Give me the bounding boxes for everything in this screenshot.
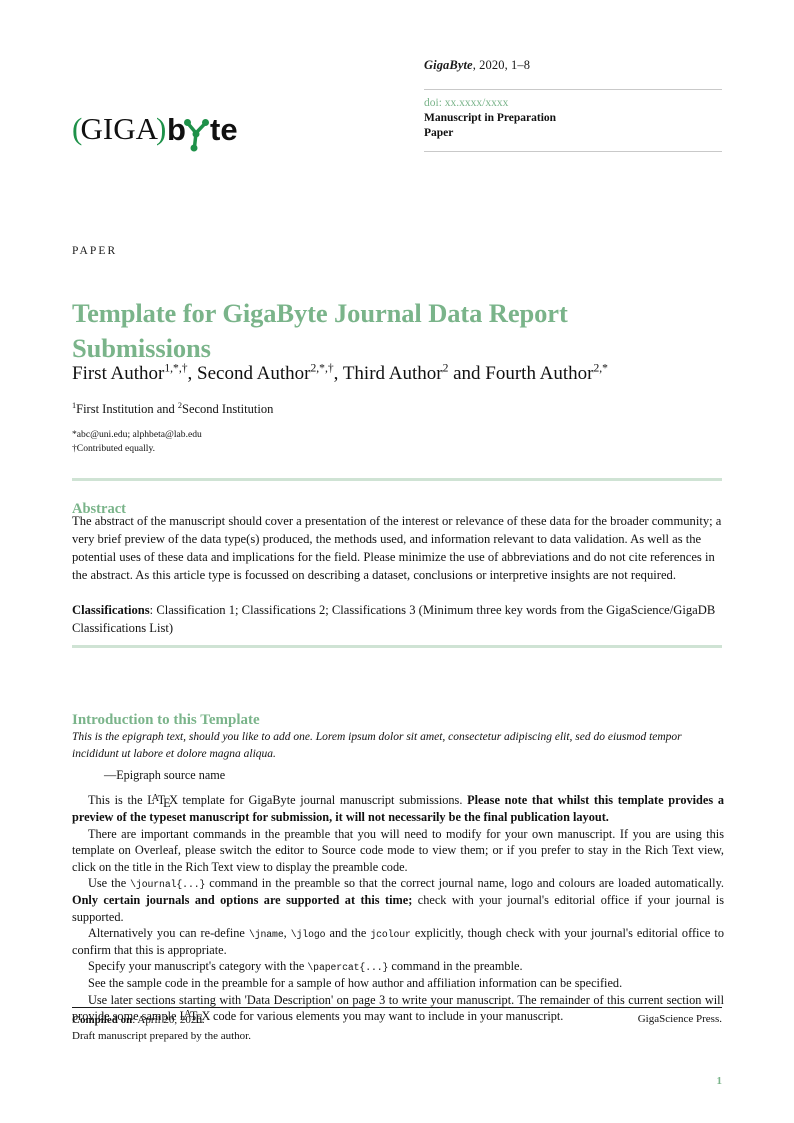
svg-text:te: te [210,112,238,147]
svg-text:): ) [156,111,166,146]
journal-name: GigaByte [424,58,473,72]
masthead-rule-bottom [424,151,722,152]
author-notes: *abc@uni.edu; alphbeta@lab.edu †Contribu… [72,428,202,456]
svg-text:b: b [167,112,186,147]
abstract-rule-bottom [72,645,722,648]
publisher-name: GigaScience Press. [637,1013,722,1025]
masthead: GigaByte, 2020, 1–8 doi: xx.xxxx/xxxx Ma… [72,58,722,168]
paper-type-kicker: PAPER [72,245,118,257]
journal-citation-line: GigaByte, 2020, 1–8 [424,58,530,73]
body-paragraph: Alternatively you can re-define \jname, … [72,926,724,957]
abstract-rule-top [72,478,722,481]
compiled-on-line: Compiled on: April 20, 2020. [72,1013,251,1029]
compiled-on-date: : April 20, 2020. [132,1014,205,1026]
body-paragraph: Use the \journal{...} command in the pre… [72,876,724,924]
equal-contribution-note: †Contributed equally. [72,442,156,454]
svg-text:(: ( [72,111,82,146]
abstract-heading: Abstract [72,501,126,518]
abstract-body: The abstract of the manuscript should co… [72,514,722,582]
doi-text[interactable]: doi: xx.xxxx/xxxx [424,97,509,109]
footer-rule [72,1007,722,1009]
svg-text:GIGA: GIGA [81,111,159,146]
page-number: 1 [716,1075,723,1087]
masthead-meta: doi: xx.xxxx/xxxx Manuscript in Preparat… [424,96,556,142]
gigabyte-logo: ( GIGA ) b te [72,108,262,154]
classifications-line: Classifications: Classification 1; Class… [72,602,732,638]
affiliation-list: 1First Institution and 2Second Instituti… [72,400,274,416]
author-list: First Author1,*,†, Second Author2,*,†, T… [72,361,608,384]
classifications-value: : Classification 1; Classifications 2; C… [72,603,716,635]
corresponding-email-note: *abc@uni.edu; alphbeta@lab.edu [72,429,202,440]
gigabyte-logo-svg: ( GIGA ) b te [72,111,238,152]
epigraph-text: This is the epigraph text, should you li… [72,731,682,760]
masthead-rule-top [424,89,722,90]
footer-left: Compiled on: April 20, 2020. Draft manus… [72,1013,251,1044]
paper-category: Paper [424,127,454,140]
compiled-on-label: Compiled on [72,1014,133,1026]
body-paragraph: Use later sections starting with 'Data D… [72,992,724,1026]
page-title: Template for GigaByte Journal Data Repor… [72,297,568,363]
epigraph-source: —Epigraph source name [104,768,226,782]
body-paragraph: Specify your manuscript's category with … [88,959,523,974]
section-body: This is the LATEX template for GigaByte … [72,792,724,1026]
journal-volume-pages: , 2020, 1–8 [472,58,531,72]
draft-note: Draft manuscript prepared by the author. [72,1029,251,1042]
manuscript-status: Manuscript in Preparation [424,112,557,125]
classifications-label: Classifications [72,603,150,617]
section-heading-introduction: Introduction to this Template [72,712,260,729]
body-paragraph: There are important commands in the prea… [72,826,724,874]
body-paragraph: See the sample code in the preamble for … [88,976,623,991]
body-paragraph: This is the LATEX template for GigaByte … [72,793,724,825]
